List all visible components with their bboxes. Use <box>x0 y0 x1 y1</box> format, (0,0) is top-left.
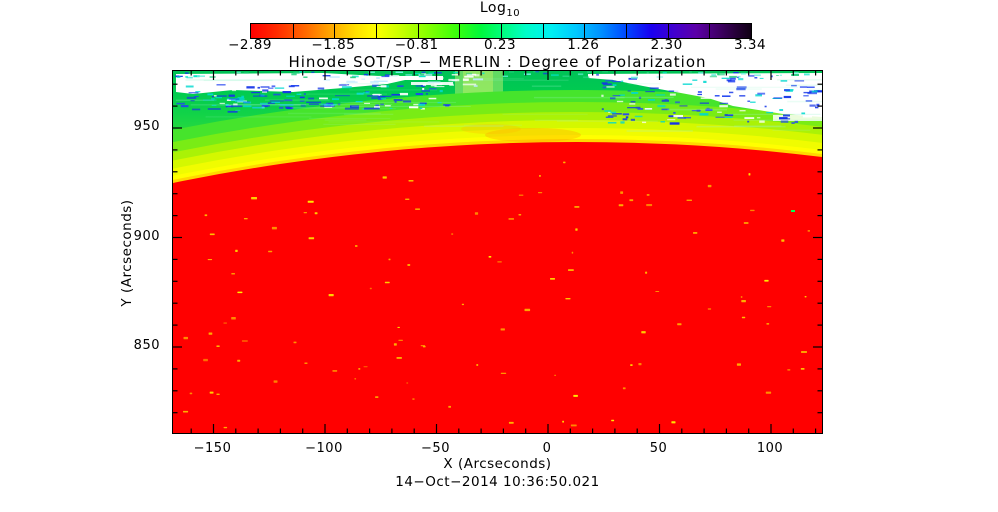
plot-title: Hinode SOT/SP − MERLIN : Degree of Polar… <box>288 53 707 71</box>
colorbar-tick <box>334 24 336 38</box>
colorbar-title-subscript: 10 <box>506 7 521 19</box>
x-tick-label: −50 <box>421 441 450 456</box>
colorbar-tick-label: 2.30 <box>650 37 683 53</box>
colorbar-tick-label: 1.26 <box>567 37 600 53</box>
colorbar-tick <box>376 24 377 38</box>
colorbar-tick <box>709 24 711 38</box>
colorbar-tick-label: −1.85 <box>311 37 356 53</box>
colorbar-title-text: Log <box>479 0 507 16</box>
colorbar-title: Log10 <box>250 0 750 19</box>
y-tick-label: 900 <box>133 228 160 244</box>
timestamp: 14−Oct−2014 10:36:50.021 <box>395 474 600 490</box>
colorbar-tick <box>626 24 627 38</box>
colorbar-tick-label: 0.23 <box>483 37 517 53</box>
colorbar-tick <box>292 24 294 38</box>
plot-area <box>0 70 998 512</box>
y-tick-label: 850 <box>133 338 160 353</box>
colorbar-tick-label: 3.34 <box>733 37 767 53</box>
colorbar-tick <box>667 24 669 38</box>
colorbar-tick <box>584 24 586 38</box>
x-tick-label: −100 <box>305 441 343 456</box>
colorbar-tick <box>501 24 502 38</box>
colorbar-tick <box>459 24 461 38</box>
colorbar <box>250 23 752 39</box>
y-tick-label: 950 <box>133 119 160 134</box>
colorbar-tick-label: −2.89 <box>228 37 272 53</box>
x-tick-label: −150 <box>193 441 232 456</box>
x-tick-label: 50 <box>649 441 668 456</box>
colorbar-tick <box>542 24 544 38</box>
x-axis-label: X (Arcseconds) <box>443 456 552 472</box>
colorbar-tick-label: −0.81 <box>394 37 439 53</box>
colorbar-tick <box>417 24 419 38</box>
x-tick-label: 0 <box>542 441 552 456</box>
heatmap-image <box>0 71 998 512</box>
y-axis-label: Y (Arcseconds) <box>119 199 135 307</box>
x-tick-label: 100 <box>756 441 784 456</box>
